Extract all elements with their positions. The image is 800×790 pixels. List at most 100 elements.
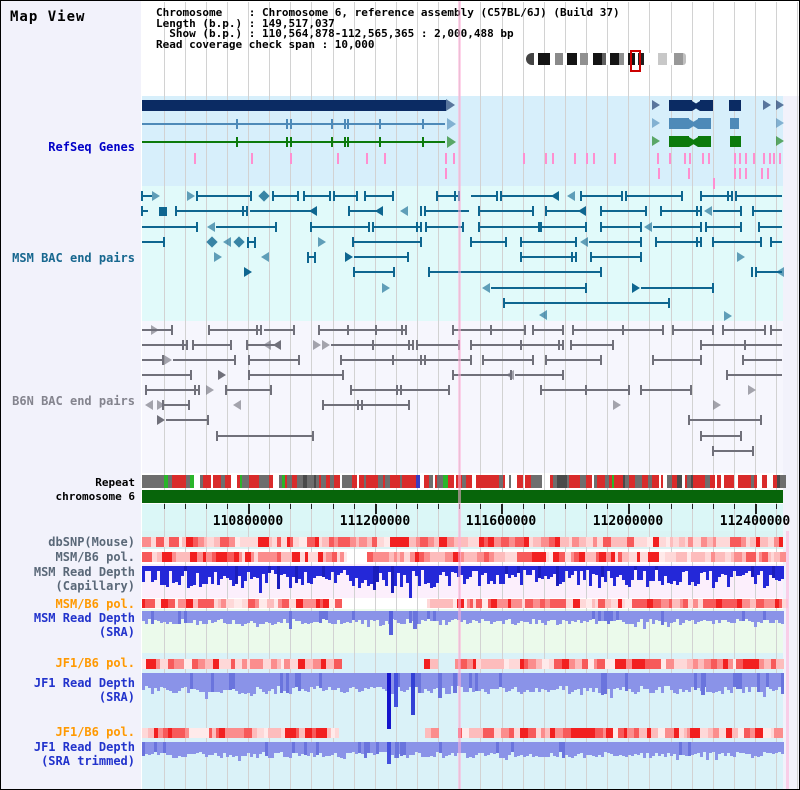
bac-segment[interactable]: [426, 226, 463, 228]
bac-arrow-right-icon[interactable]: [713, 400, 721, 410]
bac-segment[interactable]: [546, 210, 586, 212]
gene-exon-box[interactable]: [669, 118, 689, 129]
bac-segment[interactable]: [142, 210, 148, 212]
bac-segment[interactable]: [623, 329, 663, 331]
bac-segment[interactable]: [601, 226, 641, 228]
bac-segment[interactable]: [546, 359, 601, 361]
bac-segment[interactable]: [713, 210, 741, 212]
bac-segment[interactable]: [736, 195, 782, 197]
bac-segment[interactable]: [264, 329, 294, 331]
bac-arrow-right-icon[interactable]: [244, 267, 252, 277]
bac-segment[interactable]: [723, 329, 765, 331]
bac-arrow-left-icon[interactable]: [261, 252, 269, 262]
bac-arrow-left-icon[interactable]: [776, 267, 784, 277]
bac-arrow-left-icon[interactable]: [580, 237, 588, 247]
bac-arrow-right-icon[interactable]: [164, 355, 172, 365]
bac-segment[interactable]: [417, 344, 459, 346]
gene-arrow-icon[interactable]: [652, 100, 660, 110]
bac-segment[interactable]: [581, 195, 622, 197]
bac-arrow-left-icon[interactable]: [375, 206, 383, 216]
bac-segment[interactable]: [173, 359, 235, 361]
bac-square-glyph[interactable]: [159, 207, 167, 216]
bac-segment[interactable]: [341, 359, 393, 361]
bac-segment[interactable]: [573, 329, 623, 331]
gene-exon-box[interactable]: [729, 100, 741, 111]
bac-segment[interactable]: [453, 329, 491, 331]
bac-segment[interactable]: [393, 359, 425, 361]
bac-segment[interactable]: [471, 241, 506, 243]
bac-segment[interactable]: [176, 210, 247, 212]
bac-arrow-right-icon[interactable]: [382, 283, 390, 293]
gene-bar-arrow-icon[interactable]: [446, 99, 455, 111]
bac-arrow-left-icon[interactable]: [539, 310, 547, 320]
gene-exon-box[interactable]: [730, 118, 739, 129]
bac-segment[interactable]: [521, 241, 576, 243]
bac-segment[interactable]: [589, 241, 641, 243]
chromosome-ideogram[interactable]: [526, 50, 686, 72]
bac-segment[interactable]: [146, 389, 199, 391]
bac-arrow-right-icon[interactable]: [632, 283, 640, 293]
bac-arrow-left-icon[interactable]: [482, 283, 490, 293]
bac-arrow-right-icon[interactable]: [318, 237, 326, 247]
bac-segment[interactable]: [425, 359, 471, 361]
bac-arrow-left-icon[interactable]: [704, 206, 712, 216]
gene-arrow-icon[interactable]: [652, 118, 660, 128]
bac-segment[interactable]: [197, 195, 251, 197]
bac-segment[interactable]: [249, 359, 299, 361]
bac-arrow-left-icon[interactable]: [273, 340, 281, 350]
bac-segment[interactable]: [349, 210, 383, 212]
bac-segment[interactable]: [353, 241, 421, 243]
bac-segment[interactable]: [673, 329, 713, 331]
bac-arrow-right-icon[interactable]: [187, 191, 195, 201]
bac-segment[interactable]: [250, 210, 317, 212]
bac-segment[interactable]: [713, 241, 761, 243]
gene-arrow-icon[interactable]: [776, 136, 784, 146]
bac-segment[interactable]: [226, 389, 271, 391]
bac-segment[interactable]: [586, 389, 629, 391]
bac-segment[interactable]: [401, 389, 449, 391]
bac-arrow-right-icon[interactable]: [206, 385, 214, 395]
bac-arrow-left-icon[interactable]: [400, 206, 408, 216]
bac-segment[interactable]: [491, 329, 525, 331]
bac-segment[interactable]: [756, 271, 782, 273]
bac-segment[interactable]: [491, 287, 586, 289]
bac-segment[interactable]: [471, 195, 497, 197]
bac-segment[interactable]: [304, 195, 330, 197]
bac-segment[interactable]: [163, 404, 189, 406]
bac-segment[interactable]: [701, 435, 741, 437]
bac-segment[interactable]: [273, 195, 298, 197]
bac-segment[interactable]: [319, 329, 348, 331]
bac-segment[interactable]: [311, 226, 369, 228]
bac-segment[interactable]: [166, 419, 208, 421]
bac-segment[interactable]: [216, 226, 276, 228]
gene-bowtie-icon[interactable]: [690, 119, 698, 129]
bac-arrow-right-icon[interactable]: [157, 400, 165, 410]
bac-segment[interactable]: [354, 256, 408, 258]
bac-segment[interactable]: [142, 344, 187, 346]
gene-bowtie-icon[interactable]: [690, 137, 698, 147]
bac-segment[interactable]: [626, 195, 682, 197]
bac-arrow-right-icon[interactable]: [345, 252, 353, 262]
bac-segment[interactable]: [373, 344, 413, 346]
bac-segment[interactable]: [429, 271, 601, 273]
bac-segment[interactable]: [601, 210, 646, 212]
bac-segment[interactable]: [217, 435, 313, 437]
bac-segment[interactable]: [541, 226, 586, 228]
bac-segment[interactable]: [351, 389, 401, 391]
bac-segment[interactable]: [142, 374, 191, 376]
bac-segment[interactable]: [521, 256, 576, 258]
bac-arrow-right-icon[interactable]: [157, 415, 165, 425]
bac-segment[interactable]: [479, 226, 539, 228]
bac-segment[interactable]: [437, 195, 459, 197]
gene-bowtie-icon[interactable]: [692, 101, 700, 111]
bac-arrow-right-icon[interactable]: [151, 325, 159, 335]
bac-segment[interactable]: [771, 329, 782, 331]
gene-arrow-icon[interactable]: [776, 118, 784, 128]
bac-segment[interactable]: [348, 329, 376, 331]
bac-segment[interactable]: [209, 329, 261, 331]
bac-segment[interactable]: [653, 226, 701, 228]
bac-segment[interactable]: [571, 344, 613, 346]
gene-exon-box[interactable]: [698, 136, 711, 147]
bac-segment[interactable]: [753, 210, 782, 212]
bac-segment[interactable]: [453, 374, 511, 376]
